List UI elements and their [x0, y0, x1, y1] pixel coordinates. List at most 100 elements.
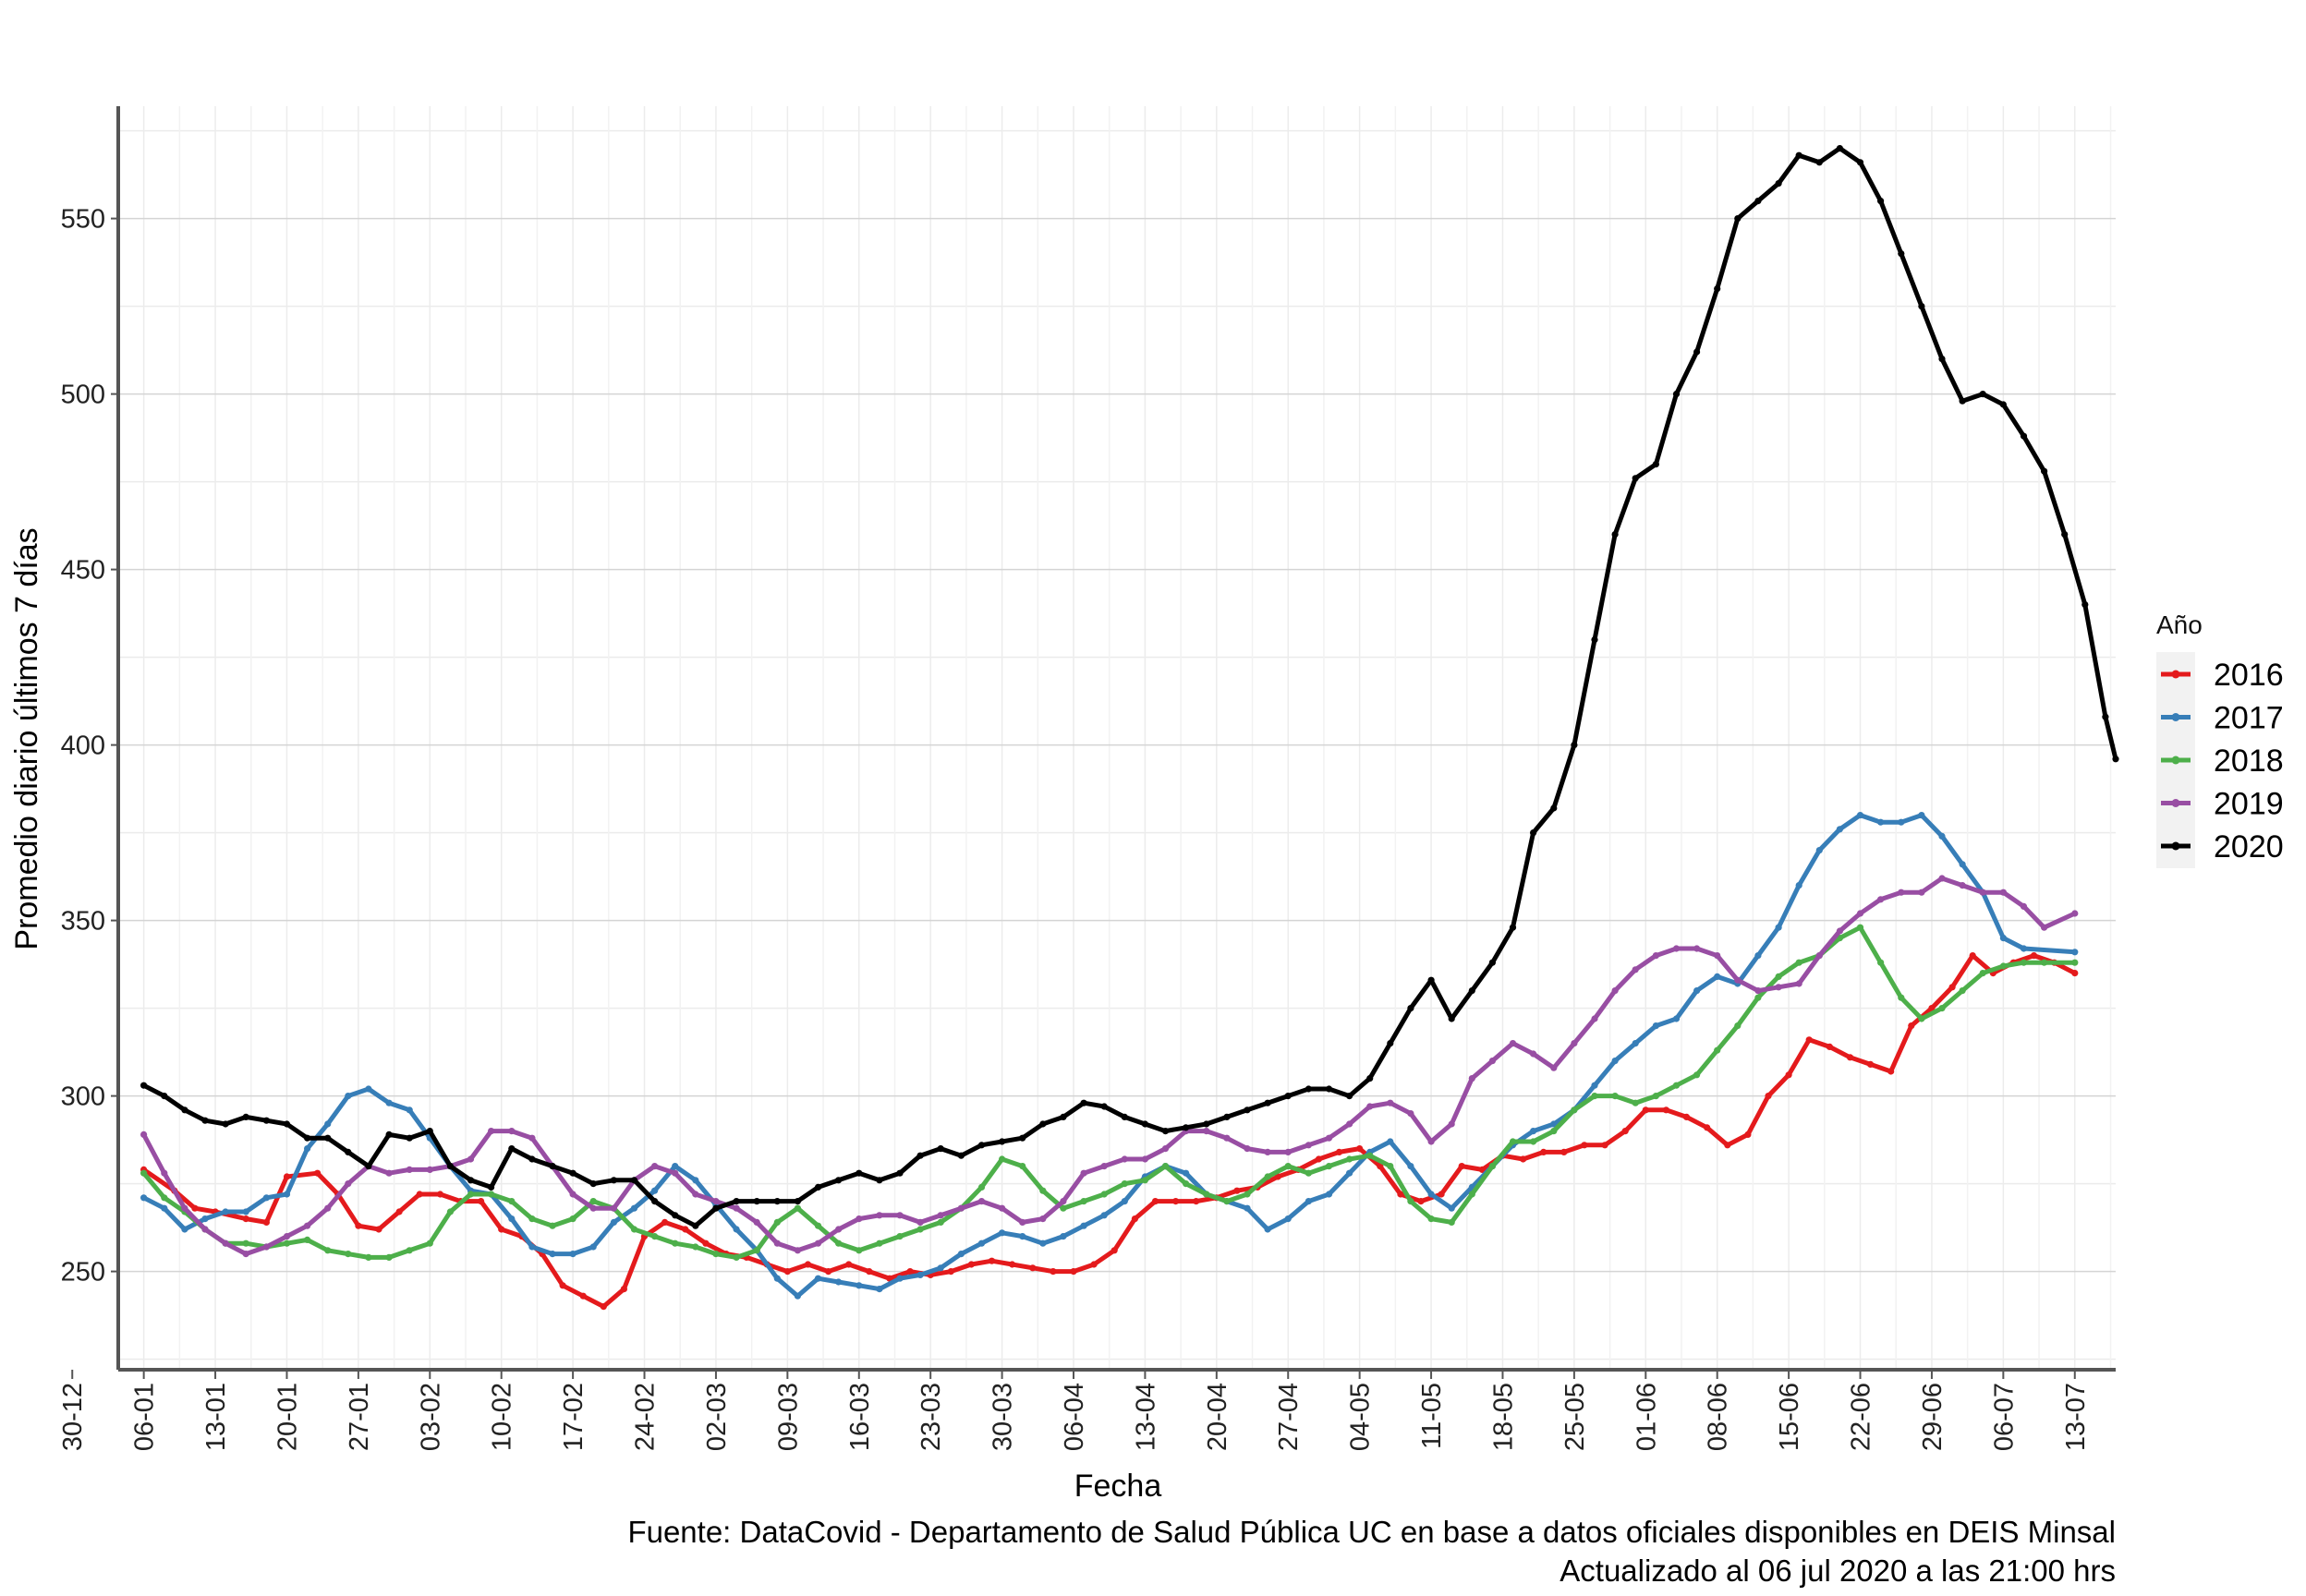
x-tick-label: 29-06: [1918, 1383, 1948, 1451]
data-point-2020: [528, 1155, 536, 1163]
data-point-2018: [1346, 1155, 1353, 1163]
data-point-2016: [1050, 1268, 1057, 1276]
data-point-2020: [467, 1177, 475, 1184]
data-point-2017: [324, 1120, 332, 1128]
data-point-2016: [1540, 1148, 1547, 1155]
data-point-2020: [1938, 356, 1946, 363]
data-point-2020: [957, 1152, 965, 1159]
data-point-2019: [2071, 910, 2079, 917]
data-point-2017: [304, 1145, 311, 1153]
data-point-2016: [1458, 1163, 1465, 1170]
data-point-2019: [140, 1130, 148, 1138]
x-tick-label: 15-06: [1775, 1383, 1804, 1451]
data-point-2017: [569, 1251, 576, 1258]
data-point-2016: [866, 1268, 873, 1276]
data-point-2019: [1530, 1050, 1537, 1058]
data-point-2019: [1836, 927, 1843, 935]
data-point-2020: [1141, 1120, 1148, 1128]
data-point-2016: [1193, 1198, 1200, 1205]
data-point-2018: [549, 1222, 556, 1229]
data-point-2020: [488, 1183, 495, 1191]
series-line-2016: [141, 953, 2078, 1310]
legend-key-dot-2016: [2171, 670, 2180, 679]
data-point-2016: [1662, 1106, 1669, 1114]
data-point-2018: [589, 1198, 597, 1205]
data-point-2017: [896, 1275, 904, 1282]
data-point-2019: [1387, 1099, 1394, 1106]
data-point-2018: [856, 1247, 863, 1254]
data-point-2019: [2041, 924, 2048, 931]
data-point-2017: [1305, 1198, 1312, 1205]
data-point-2017: [528, 1243, 536, 1251]
data-point-2020: [999, 1138, 1006, 1145]
data-point-2016: [682, 1226, 689, 1233]
x-tick-label: 22-06: [1847, 1383, 1876, 1451]
legend-label-2016: 2016: [2214, 658, 2284, 693]
data-point-2016: [886, 1275, 893, 1282]
data-point-2019: [283, 1233, 291, 1240]
data-point-2017: [1325, 1191, 1333, 1198]
x-axis-title: Fecha: [1074, 1469, 1162, 1504]
data-point-2020: [1346, 1093, 1353, 1100]
data-point-2016: [1805, 1036, 1813, 1044]
data-point-2017: [1550, 1120, 1558, 1128]
data-point-2018: [1039, 1187, 1047, 1194]
data-point-2017: [1100, 1212, 1108, 1219]
data-point-2016: [1070, 1268, 1077, 1276]
data-point-2016: [2030, 952, 2038, 960]
x-tick-label: 30-03: [989, 1383, 1018, 1451]
data-point-2018: [1121, 1180, 1128, 1188]
data-point-2019: [672, 1169, 679, 1177]
data-point-2016: [783, 1268, 792, 1276]
data-point-2020: [1284, 1093, 1292, 1100]
data-point-2016: [1335, 1148, 1343, 1155]
data-point-2018: [1264, 1173, 1271, 1180]
data-point-2019: [1346, 1120, 1353, 1128]
x-tick-label: 13-01: [201, 1383, 231, 1451]
data-point-2017: [1530, 1128, 1537, 1135]
data-point-2018: [426, 1239, 433, 1247]
data-point-2019: [1080, 1169, 1087, 1177]
data-point-2017: [385, 1099, 393, 1106]
data-point-2020: [1060, 1113, 1067, 1120]
data-point-2016: [191, 1204, 199, 1212]
data-point-2016: [1478, 1166, 1486, 1173]
data-point-2016: [1704, 1124, 1711, 1131]
data-point-2020: [1672, 391, 1681, 398]
data-point-2017: [2071, 949, 2079, 956]
data-point-2018: [324, 1247, 332, 1254]
data-point-2018: [1366, 1152, 1374, 1159]
x-tick-label: 18-05: [1489, 1383, 1519, 1451]
data-point-2020: [365, 1163, 372, 1170]
data-point-2017: [916, 1271, 924, 1278]
data-point-2019: [1591, 1015, 1598, 1022]
data-point-2019: [1571, 1040, 1578, 1047]
data-point-2017: [589, 1243, 597, 1251]
data-point-2018: [1754, 994, 1762, 1001]
data-point-2018: [1161, 1163, 1170, 1170]
data-point-2018: [1898, 994, 1905, 1001]
data-point-2019: [1959, 882, 1966, 889]
legend-label-2019: 2019: [2214, 787, 2284, 822]
series-line-2020: [141, 146, 2118, 1228]
data-point-2017: [1856, 812, 1864, 819]
data-point-2017: [1754, 952, 1762, 960]
data-point-2019: [1264, 1148, 1271, 1155]
legend-key-dot-2018: [2171, 756, 2180, 765]
data-point-2017: [242, 1208, 249, 1215]
data-point-2018: [630, 1226, 638, 1233]
data-point-2017: [1591, 1082, 1598, 1089]
data-point-2016: [559, 1282, 566, 1289]
data-point-2016: [1151, 1198, 1159, 1205]
data-point-2017: [1815, 847, 1823, 854]
data-point-2020: [1611, 531, 1619, 538]
source-caption: Fuente: DataCovid - Departamento de Salu…: [627, 1515, 2116, 1549]
data-point-2020: [753, 1198, 760, 1205]
data-point-2017: [1836, 826, 1843, 833]
data-point-2020: [2020, 432, 2028, 440]
data-point-2016: [804, 1261, 812, 1268]
data-point-2018: [1468, 1191, 1475, 1198]
data-point-2016: [1172, 1198, 1180, 1205]
data-point-2019: [508, 1128, 516, 1135]
